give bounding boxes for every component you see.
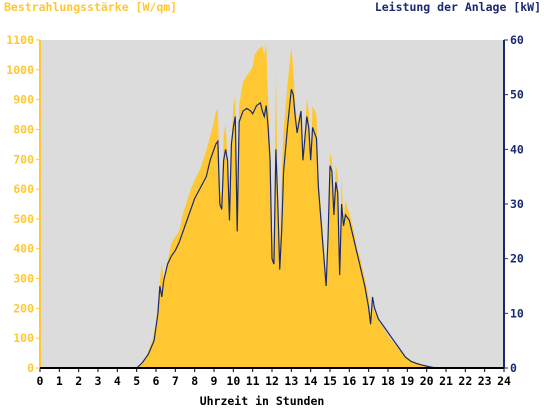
x-tick-label: 23 bbox=[478, 374, 492, 388]
y-right-tick-label: 30 bbox=[510, 197, 524, 211]
x-ticks: 0 1 2 3 4 5 6 7 8 9 10 11 12 13 14 15 16 17 18 19 20 21 22 23 24 bbox=[37, 368, 511, 388]
y-right-tick-label: 10 bbox=[510, 306, 524, 320]
y-left-tick-label: 1000 bbox=[6, 63, 34, 77]
y-left-ticks: 0 100 200 300 400 500 600 700 800 900 1000 1100 bbox=[6, 33, 40, 375]
x-tick-label: 8 bbox=[191, 374, 198, 388]
y-left-tick-label: 300 bbox=[13, 272, 34, 286]
x-tick-label: 2 bbox=[75, 374, 82, 388]
y-left-tick-label: 200 bbox=[13, 301, 34, 315]
x-tick-label: 16 bbox=[342, 374, 356, 388]
power-line-layer bbox=[40, 88, 504, 369]
x-tick-label: 7 bbox=[172, 374, 179, 388]
x-tick-label: 19 bbox=[400, 374, 414, 388]
x-tick-label: 15 bbox=[323, 374, 337, 388]
y-right-tick-label: 0 bbox=[510, 361, 517, 375]
x-tick-label: 9 bbox=[211, 374, 218, 388]
y-left-tick-label: 900 bbox=[13, 93, 34, 107]
x-tick-label: 11 bbox=[246, 374, 260, 388]
y-left-tick-label: 400 bbox=[13, 242, 34, 256]
y-left-tick-label: 700 bbox=[13, 152, 34, 166]
y-right-tick-label: 40 bbox=[510, 142, 524, 156]
y-right-tick-label: 60 bbox=[510, 33, 524, 47]
y-left-tick-label: 100 bbox=[13, 331, 34, 345]
power-line bbox=[40, 88, 504, 369]
x-tick-label: 5 bbox=[133, 374, 140, 388]
title-right: Leistung der Anlage [kW] bbox=[375, 0, 541, 14]
y-left-tick-label: 1100 bbox=[6, 33, 34, 47]
x-tick-label: 20 bbox=[420, 374, 434, 388]
x-tick-label: 21 bbox=[439, 374, 453, 388]
x-tick-label: 14 bbox=[304, 374, 318, 388]
x-tick-label: 24 bbox=[497, 374, 511, 388]
x-tick-label: 3 bbox=[95, 374, 102, 388]
x-tick-label: 13 bbox=[284, 374, 298, 388]
y-left-tick-label: 500 bbox=[13, 212, 34, 226]
irradiance-area-layer bbox=[40, 42, 504, 368]
x-tick-label: 17 bbox=[362, 374, 376, 388]
x-tick-label: 18 bbox=[381, 374, 395, 388]
x-tick-label: 22 bbox=[458, 374, 472, 388]
x-tick-label: 12 bbox=[265, 374, 279, 388]
x-tick-label: 6 bbox=[153, 374, 160, 388]
title-left: Bestrahlungsstärke [W/qm] bbox=[4, 0, 177, 14]
y-right-ticks: 0 10 20 30 40 50 60 bbox=[504, 33, 524, 375]
y-left-tick-label: 600 bbox=[13, 182, 34, 196]
y-left-tick-label: 0 bbox=[27, 361, 34, 375]
x-tick-label: 10 bbox=[226, 374, 240, 388]
x-axis-label: Uhrzeit in Stunden bbox=[200, 394, 325, 408]
x-tick-label: 4 bbox=[114, 374, 121, 388]
irradiance-area bbox=[40, 42, 504, 368]
x-tick-label: 1 bbox=[56, 374, 63, 388]
y-right-tick-label: 50 bbox=[510, 88, 524, 102]
x-tick-label: 0 bbox=[37, 374, 44, 388]
y-right-tick-label: 20 bbox=[510, 252, 524, 266]
y-left-tick-label: 800 bbox=[13, 122, 34, 136]
